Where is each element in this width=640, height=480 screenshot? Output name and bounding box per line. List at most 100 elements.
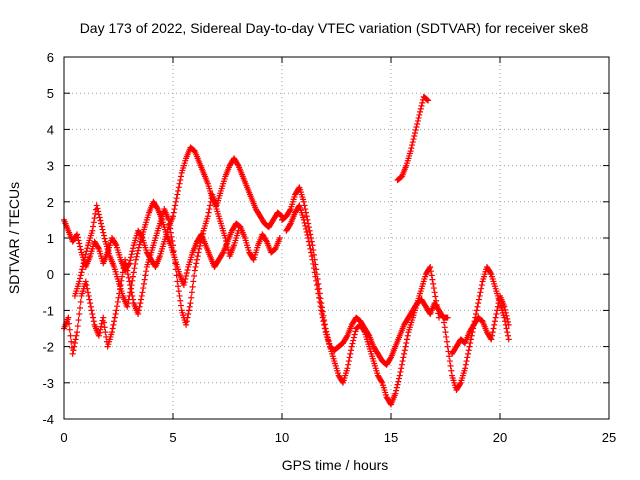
data-point-interp <box>395 375 402 382</box>
data-point-interp <box>429 276 436 283</box>
data-point <box>492 314 499 321</box>
data-point-interp <box>398 365 405 372</box>
data-point <box>74 231 81 238</box>
data-point-interp <box>303 213 310 220</box>
data-point <box>466 343 473 350</box>
data-point-interp <box>66 326 73 333</box>
data-point-interp <box>430 280 437 287</box>
data-point-interp <box>73 332 80 339</box>
x-tick-label: 0 <box>60 430 67 445</box>
data-point <box>318 307 325 314</box>
data-point-interp <box>190 278 197 285</box>
data-point-interp <box>445 348 452 355</box>
data-point-interp <box>306 242 313 249</box>
data-point-interp <box>401 347 408 354</box>
data-point-interp <box>345 361 352 368</box>
data-point-interp <box>403 339 410 346</box>
axis-ticks <box>63 56 610 420</box>
chart-title: Day 173 of 2022, Sidereal Day-to-day VTE… <box>80 20 589 36</box>
data-point-interp <box>473 307 480 314</box>
data-point-interp <box>135 244 142 251</box>
data-point-interp <box>84 285 91 292</box>
data-point-interp <box>427 268 434 275</box>
data-point-interp <box>301 219 308 226</box>
data-point-interp <box>90 219 97 226</box>
data-point-interp <box>463 358 470 365</box>
data-point-interp <box>417 108 424 115</box>
data-point-interp <box>127 254 134 261</box>
data-point-interp <box>418 102 425 109</box>
data-point <box>204 213 211 220</box>
data-point <box>501 303 508 310</box>
data-point-interp <box>130 269 137 276</box>
data-point-interp <box>318 304 325 311</box>
data-point <box>100 314 107 321</box>
data-point <box>407 148 414 155</box>
data-point-interp <box>308 249 315 256</box>
series-trace-5 <box>283 202 451 368</box>
data-point-interp <box>177 297 184 304</box>
data-point-interp <box>172 198 179 205</box>
data-point-interp <box>78 269 85 276</box>
data-point-interp <box>188 294 195 301</box>
data-point-interp <box>76 275 83 282</box>
data-point-interp <box>301 202 308 209</box>
data-point-interp <box>404 332 411 339</box>
data-point-interp <box>410 136 417 143</box>
data-point-interp <box>316 298 323 305</box>
data-point-interp <box>473 311 480 318</box>
data-point-interp <box>302 206 309 213</box>
data-point-interp <box>393 387 400 394</box>
data-point-interp <box>170 209 177 216</box>
data-point-interp <box>206 206 213 213</box>
y-tick-label: 0 <box>47 267 54 282</box>
data-point-interp <box>132 260 139 267</box>
data-point-interp <box>195 249 202 256</box>
data-point-interp <box>397 368 404 375</box>
data-point <box>135 311 142 318</box>
data-point <box>126 278 133 285</box>
data-point-interp <box>503 325 510 332</box>
data-point-interp <box>446 358 453 365</box>
x-tick-label: 5 <box>169 430 176 445</box>
data-point-interp <box>351 331 358 338</box>
data-point-interp <box>172 202 179 209</box>
data-point-interp <box>125 274 132 281</box>
data-point-interp <box>502 309 509 316</box>
data-point <box>122 256 129 263</box>
y-tick-label: -1 <box>42 303 54 318</box>
data-point-interp <box>100 232 107 239</box>
data-point-interp <box>493 311 500 318</box>
data-point-interp <box>130 273 137 280</box>
data-point-interp <box>184 314 191 321</box>
x-tick-label: 10 <box>275 430 289 445</box>
data-point-interp <box>175 283 182 290</box>
data-point-interp <box>71 339 78 346</box>
data-point <box>98 220 105 227</box>
data-point-interp <box>311 269 318 276</box>
data-point-interp <box>504 318 511 325</box>
data-point-interp <box>119 273 126 280</box>
data-point-interp <box>310 265 317 272</box>
data-point-interp <box>90 314 97 321</box>
series-trace-7 <box>440 263 512 394</box>
data-point-interp <box>494 307 501 314</box>
data-point <box>440 314 447 321</box>
data-point-interp <box>128 251 135 258</box>
data-point-interp <box>465 350 472 357</box>
y-tick-label: 1 <box>47 231 54 246</box>
data-point-interp <box>129 277 136 284</box>
series-trace-2 <box>61 191 242 357</box>
data-point <box>411 130 418 137</box>
data-point-interp <box>409 139 416 146</box>
data-point-interp <box>101 235 108 242</box>
data-point <box>80 260 87 267</box>
data-point-interp <box>426 265 433 272</box>
data-point-interp <box>81 257 88 264</box>
data-point-interp <box>478 285 485 292</box>
data-point-interp <box>95 211 102 218</box>
data-point-interp <box>302 222 309 229</box>
data-point-interp <box>133 253 140 260</box>
data-point-interp <box>400 354 407 361</box>
data-point-interp <box>127 289 134 296</box>
